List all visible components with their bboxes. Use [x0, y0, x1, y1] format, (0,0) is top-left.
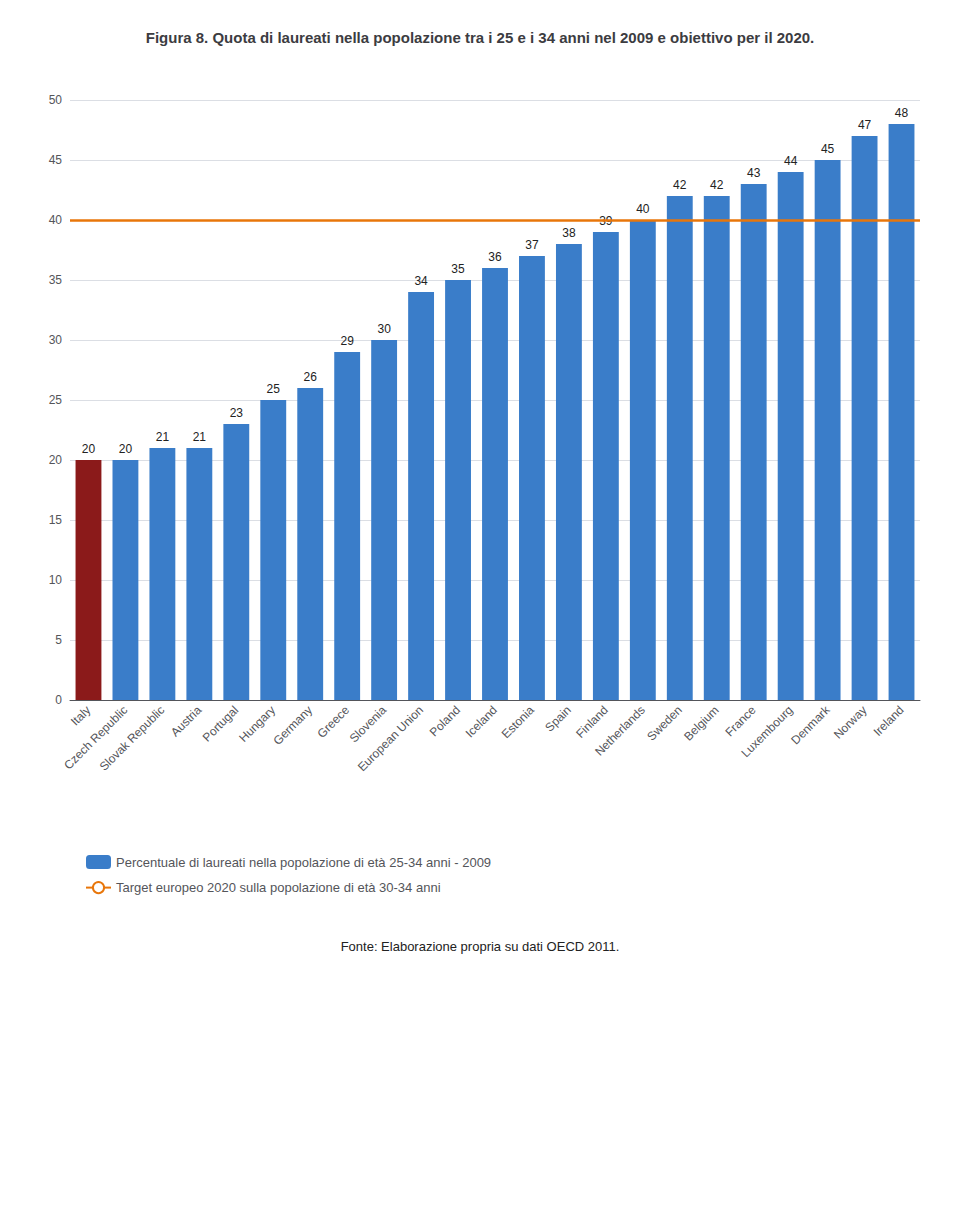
svg-text:36: 36 — [488, 250, 502, 264]
svg-text:30: 30 — [377, 322, 391, 336]
svg-text:Germany: Germany — [270, 703, 315, 748]
svg-text:39: 39 — [599, 214, 613, 228]
svg-text:Fonte: Elaborazione propria su: Fonte: Elaborazione propria su dati OECD… — [341, 939, 620, 954]
svg-text:21: 21 — [156, 430, 170, 444]
svg-text:Iceland: Iceland — [463, 703, 500, 740]
svg-text:20: 20 — [49, 453, 63, 467]
svg-text:40: 40 — [636, 202, 650, 216]
svg-text:35: 35 — [49, 273, 63, 287]
svg-text:Slovenia: Slovenia — [346, 703, 390, 746]
svg-text:Greece: Greece — [314, 703, 353, 741]
svg-text:29: 29 — [340, 334, 354, 348]
svg-text:Czech Republic: Czech Republic — [61, 703, 130, 772]
svg-text:5: 5 — [55, 633, 62, 647]
svg-text:European Union: European Union — [355, 703, 426, 774]
svg-text:Norway: Norway — [831, 703, 870, 742]
svg-text:20: 20 — [119, 442, 133, 456]
svg-text:40: 40 — [49, 213, 63, 227]
svg-text:Luxembourg: Luxembourg — [739, 703, 796, 760]
svg-text:0: 0 — [55, 693, 62, 707]
svg-text:Netherlands: Netherlands — [592, 703, 648, 759]
svg-text:35: 35 — [451, 262, 465, 276]
svg-text:Austria: Austria — [168, 703, 205, 740]
svg-text:45: 45 — [49, 153, 63, 167]
svg-text:10: 10 — [49, 573, 63, 587]
svg-text:Ireland: Ireland — [871, 703, 907, 739]
svg-text:Target europeo 2020 sulla popo: Target europeo 2020 sulla popolazione di… — [116, 880, 441, 895]
svg-text:20: 20 — [82, 442, 96, 456]
svg-text:Hungary: Hungary — [236, 703, 279, 745]
svg-text:23: 23 — [230, 406, 244, 420]
svg-text:Portugal: Portugal — [200, 703, 241, 744]
svg-text:42: 42 — [710, 178, 724, 192]
svg-text:Sweden: Sweden — [644, 703, 685, 744]
svg-text:Percentuale di laureati nella: Percentuale di laureati nella popolazion… — [116, 855, 491, 870]
svg-text:Italy: Italy — [68, 703, 93, 728]
svg-text:43: 43 — [747, 166, 761, 180]
svg-text:Figura 8. Quota di laureati ne: Figura 8. Quota di laureati nella popola… — [146, 29, 815, 46]
svg-text:Denmark: Denmark — [788, 702, 833, 747]
svg-text:Slovak Republic: Slovak Republic — [97, 703, 168, 774]
svg-text:25: 25 — [49, 393, 63, 407]
svg-text:38: 38 — [562, 226, 576, 240]
svg-text:47: 47 — [858, 118, 872, 132]
svg-text:Spain: Spain — [542, 703, 574, 735]
svg-text:44: 44 — [784, 154, 798, 168]
svg-text:42: 42 — [673, 178, 687, 192]
svg-text:45: 45 — [821, 142, 835, 156]
svg-text:France: France — [722, 703, 759, 740]
svg-text:26: 26 — [304, 370, 318, 384]
svg-text:Estonia: Estonia — [499, 703, 537, 741]
svg-text:37: 37 — [525, 238, 539, 252]
svg-text:50: 50 — [49, 93, 63, 107]
svg-text:21: 21 — [193, 430, 207, 444]
svg-text:34: 34 — [414, 274, 428, 288]
svg-text:15: 15 — [49, 513, 63, 527]
svg-text:30: 30 — [49, 333, 63, 347]
svg-text:48: 48 — [895, 106, 909, 120]
svg-text:Finland: Finland — [573, 703, 611, 741]
svg-text:Poland: Poland — [427, 703, 463, 739]
svg-text:25: 25 — [267, 382, 281, 396]
svg-text:Belgium: Belgium — [681, 703, 722, 744]
